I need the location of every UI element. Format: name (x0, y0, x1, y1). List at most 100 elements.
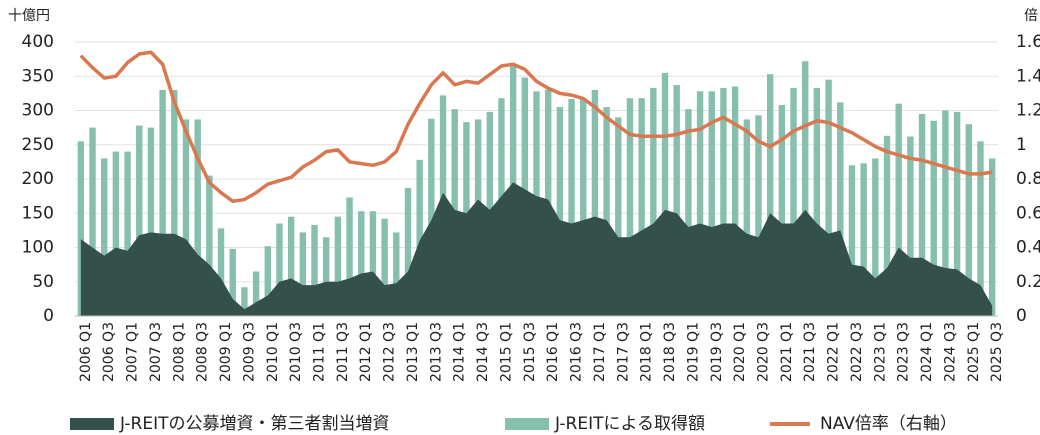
bar (393, 232, 400, 316)
x-tick-label: 2019 Q3 (709, 322, 725, 382)
x-tick-label: 2022 Q3 (849, 322, 865, 382)
line (79, 50, 993, 204)
bar (182, 119, 190, 316)
bar (77, 141, 85, 316)
bar (895, 103, 902, 317)
bar (381, 218, 388, 316)
bar (580, 98, 587, 316)
y2-tick-label: 0 (1016, 306, 1027, 326)
bar (124, 151, 131, 316)
bar (603, 107, 610, 316)
y2-tick-label: 1.4 (1016, 66, 1040, 86)
bar (311, 224, 318, 316)
bar (264, 246, 271, 316)
y-tick-label: 0 (43, 306, 54, 326)
bar (101, 158, 108, 316)
x-tick-label: 2011 Q3 (335, 322, 351, 382)
y-tick-label: 300 (22, 101, 54, 121)
x-tick-label: 2018 Q1 (639, 322, 655, 382)
bar (626, 98, 634, 316)
bar (568, 98, 575, 316)
bar (334, 216, 342, 316)
y2-tick-label: 0.2 (1016, 272, 1040, 292)
x-tick-label: 2021 Q3 (802, 322, 818, 382)
x-tick-label: 2006 Q3 (101, 322, 117, 382)
x-tick-label: 2025 Q3 (989, 322, 1005, 382)
x-tick-label: 2014 Q3 (475, 322, 491, 382)
bar (825, 79, 832, 316)
bar (930, 120, 937, 317)
x-tick-label: 2020 Q1 (732, 322, 748, 382)
bar (708, 91, 715, 316)
bar (661, 72, 669, 316)
x-tick-label: 2007 Q3 (148, 322, 164, 382)
bar (673, 85, 680, 316)
x-tick-label: 2007 Q1 (125, 322, 141, 382)
y2-tick-label: 0.6 (1016, 203, 1040, 223)
y2-tick-label: 1 (1016, 135, 1027, 155)
bar (194, 119, 201, 316)
y2-tick-label: 0.4 (1016, 238, 1040, 258)
bar (229, 248, 236, 316)
bar (743, 119, 751, 316)
bar (287, 216, 295, 316)
bar (428, 118, 435, 316)
bar (276, 223, 283, 316)
x-tick-label: 2023 Q1 (872, 322, 888, 382)
bar (112, 151, 120, 316)
bar (591, 89, 599, 316)
x-tick-label: 2020 Q3 (755, 322, 771, 382)
x-tick-label: 2012 Q1 (358, 322, 374, 382)
x-tick-label: 2010 Q3 (288, 322, 304, 382)
area (80, 182, 993, 316)
bar (159, 89, 166, 316)
x-tick-label: 2006 Q1 (78, 322, 94, 382)
x-tick-label: 2014 Q1 (452, 322, 468, 382)
bar (147, 127, 155, 316)
y2-tick-label: 1.2 (1016, 101, 1040, 121)
bar (404, 187, 412, 316)
bar (615, 117, 622, 316)
bar (299, 232, 307, 316)
bar (918, 113, 926, 316)
x-tick-label: 2009 Q3 (241, 322, 257, 382)
y-tick-label: 350 (22, 66, 54, 86)
legend-label: J-REITによる取得額 (554, 414, 705, 434)
bar (790, 87, 797, 317)
x-tick-label: 2024 Q3 (942, 322, 958, 382)
bar (755, 115, 762, 316)
bar (907, 136, 914, 316)
bar (942, 110, 949, 316)
bar (89, 127, 96, 316)
bar (217, 228, 225, 316)
bar (252, 271, 260, 316)
bar (977, 141, 984, 316)
bar (358, 211, 365, 316)
bar (872, 158, 879, 316)
bar (416, 159, 423, 316)
bar (171, 89, 178, 316)
y-tick-label: 100 (22, 238, 54, 258)
bar (778, 105, 786, 317)
bar (346, 197, 353, 316)
y2-unit: 倍 (1024, 8, 1038, 24)
bar (206, 175, 213, 316)
legend-swatch (70, 418, 114, 430)
x-tick-label: 2017 Q3 (615, 322, 631, 382)
x-tick-label: 2013 Q1 (405, 322, 421, 382)
x-tick-label: 2008 Q1 (171, 322, 187, 382)
legend-swatch (505, 418, 549, 430)
x-tick-label: 2018 Q3 (662, 322, 678, 382)
y-tick-label: 400 (22, 32, 54, 52)
x-tick-label: 2008 Q3 (195, 322, 211, 382)
y-tick-label: 200 (22, 169, 54, 189)
x-tick-label: 2015 Q3 (522, 322, 538, 382)
legend-label: NAV倍率（右軸） (820, 414, 957, 434)
bar (369, 211, 377, 316)
bar (883, 135, 891, 316)
bar (696, 91, 704, 316)
bar (766, 74, 774, 316)
x-tick-label: 2013 Q3 (428, 322, 444, 382)
x-tick-label: 2015 Q1 (498, 322, 514, 382)
